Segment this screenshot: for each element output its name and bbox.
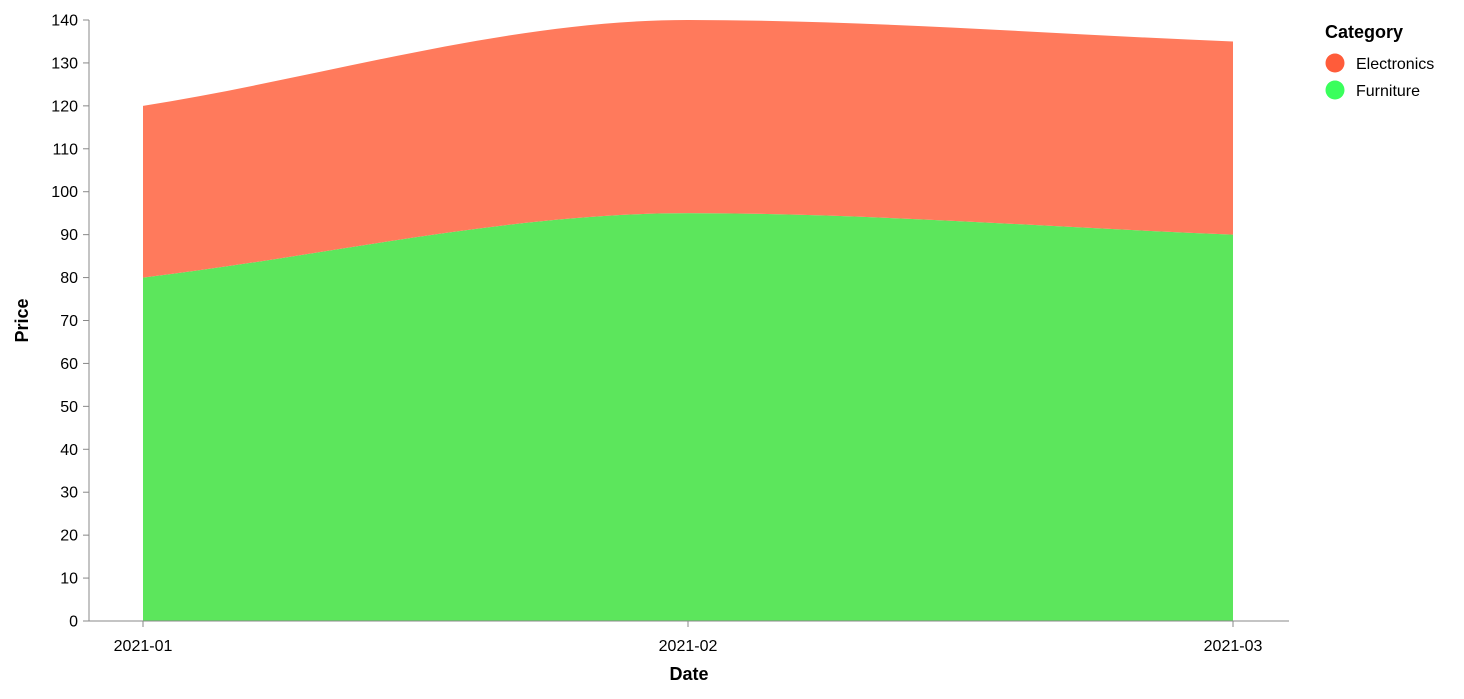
area-electronics [143,20,1233,278]
y-tick-label: 40 [60,442,78,459]
x-axis: 2021-01 2021-02 2021-03 [89,620,1289,655]
y-axis-title: Price [12,298,32,342]
x-axis-title: Date [669,664,708,684]
y-tick-label: 0 [69,614,78,631]
x-tick-label: 2021-01 [114,638,173,655]
y-tick-label: 70 [60,313,78,330]
y-tick-label: 10 [60,571,78,588]
y-tick-label: 100 [51,184,78,201]
x-tick-label: 2021-02 [659,638,718,655]
area-furniture [143,213,1233,621]
y-tick-label: 20 [60,528,78,545]
y-tick-label: 130 [51,55,78,72]
legend-label: Furniture [1356,83,1420,100]
legend-swatch [1325,53,1345,73]
legend-swatch [1325,80,1345,100]
legend-title: Category [1325,22,1403,42]
y-tick-label: 110 [52,141,78,158]
x-tick-label: 2021-03 [1204,638,1263,655]
y-tick-label: 120 [51,98,78,115]
y-tick-label: 140 [51,13,78,30]
y-tick-label: 30 [60,485,78,502]
area-layer [143,20,1233,621]
legend: Category Electronics Furniture [1325,22,1434,100]
y-axis: 0 10 20 30 40 50 60 70 80 90 100 110 120 130 140 [51,13,90,631]
legend-label: Electronics [1356,56,1434,73]
y-tick-label: 50 [60,399,78,416]
y-tick-label: 80 [60,270,78,287]
y-tick-label: 60 [60,356,78,373]
y-tick-label: 90 [60,227,78,244]
